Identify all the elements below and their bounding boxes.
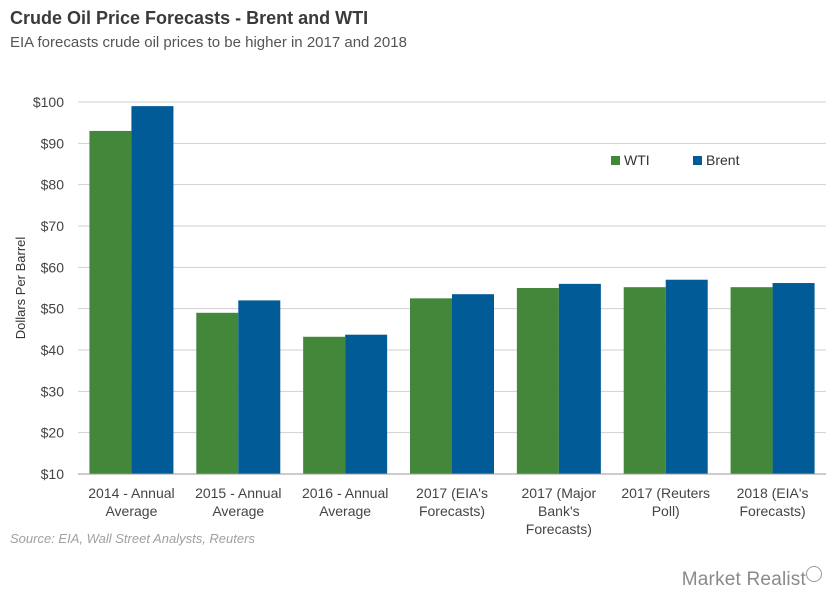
y-tick-label: $10: [41, 466, 65, 482]
source-note: Source: EIA, Wall Street Analysts, Reute…: [10, 531, 255, 546]
x-tick-label: 2017 (Major Bank's Forecasts): [522, 485, 597, 537]
x-tick-label: 2015 - Annual Average: [195, 485, 281, 519]
bar-wti: [730, 287, 773, 474]
bars: [89, 106, 815, 474]
legend-label-wti: WTI: [624, 152, 650, 168]
y-tick-label: $70: [41, 218, 65, 234]
bar-brent: [238, 300, 281, 474]
y-tick-label: $90: [41, 135, 65, 151]
x-axis-ticks: 2014 - Annual Average 2015 - Annual Average…: [88, 485, 808, 537]
x-tick-label: 2017 (EIA's Forecasts): [416, 485, 488, 519]
bar-wti: [89, 130, 132, 474]
legend-swatch-brent: [693, 156, 702, 165]
bar-wti: [623, 287, 666, 474]
bar-brent: [558, 283, 601, 474]
y-tick-label: $50: [41, 301, 65, 317]
chart-title: Crude Oil Price Forecasts - Brent and WT…: [10, 8, 369, 28]
bar-brent: [452, 294, 494, 474]
y-axis-ticks: $10 $20 $30 $40 $50 $60 $70 $80 $90 $100: [33, 94, 64, 482]
legend-swatch-wti: [611, 156, 620, 165]
x-tick-label: 2018 (EIA's Forecasts): [737, 485, 809, 519]
bar-wti: [410, 298, 452, 474]
x-tick-label: 2016 - Annual Average: [302, 485, 388, 519]
chart-subtitle: EIA forecasts crude oil prices to be hig…: [10, 34, 407, 51]
y-tick-label: $30: [41, 383, 65, 399]
x-tick-label: 2014 - Annual Average: [88, 485, 174, 519]
legend-label-brent: Brent: [706, 152, 740, 168]
bar-wti: [303, 336, 346, 474]
legend: WTI Brent: [611, 152, 740, 168]
bar-brent: [665, 279, 708, 474]
brand-logo: Market Realist: [681, 569, 806, 590]
x-tick-label: 2017 (Reuters Poll): [621, 485, 710, 519]
bar-wti: [196, 312, 239, 474]
bar-wti: [516, 288, 559, 474]
y-axis-label: Dollars Per Barrel: [13, 237, 28, 340]
y-tick-label: $20: [41, 425, 65, 441]
y-tick-label: $80: [41, 177, 65, 193]
y-tick-label: $40: [41, 342, 65, 358]
brand-mark-icon: [806, 566, 822, 582]
bar-brent: [345, 334, 388, 474]
bar-brent: [772, 283, 815, 474]
y-tick-label: $100: [33, 94, 64, 110]
y-tick-label: $60: [41, 259, 65, 275]
bar-brent: [131, 106, 174, 474]
